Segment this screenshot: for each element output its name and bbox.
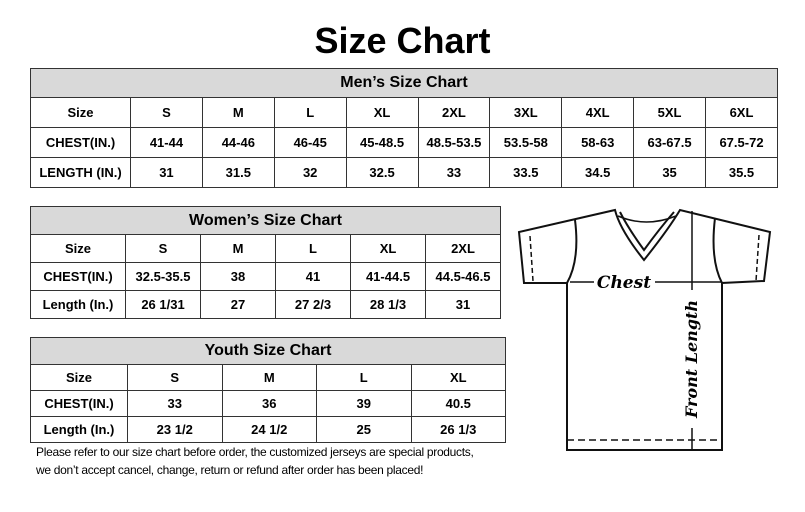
- table-row: LENGTH (IN.) 31 31.5 32 32.5 33 33.5 34.5 35 35.5: [30, 157, 778, 188]
- table-cell: 26 1/3: [410, 416, 506, 443]
- table-cell: 34.5: [561, 157, 635, 188]
- mens-size-table: Men’s Size Chart Size S M L XL 2XL 3XL 4XL 5XL 6XL…: [30, 68, 778, 188]
- table-cell: 38: [200, 262, 276, 291]
- size-header: XL: [345, 97, 419, 128]
- right-sleeve-hem: [755, 234, 760, 282]
- shirt-outline: [517, 208, 772, 451]
- table-cell: 67.5-72: [705, 127, 778, 158]
- size-header: XL: [410, 364, 506, 391]
- row-label: Length (In.): [30, 290, 126, 319]
- size-header: 5XL: [633, 97, 706, 128]
- youth-size-table: Youth Size Chart Size S M L XL CHEST(IN.) 33 36 3…: [30, 337, 506, 443]
- womens-size-table: Women’s Size Chart Size S M L XL 2XL CHEST(IN.)…: [30, 206, 501, 319]
- table-cell: 27 2/3: [275, 290, 351, 319]
- table-cell: 32: [273, 157, 347, 188]
- notice-line-2: we don’t accept cancel, change, return o…: [36, 463, 424, 477]
- front-length-label: Front Length: [682, 300, 701, 419]
- table-cell: 53.5-58: [489, 127, 563, 158]
- size-header: M: [221, 364, 317, 391]
- size-header: 2XL: [425, 234, 501, 263]
- order-notice: Please refer to our size chart before or…: [36, 443, 516, 479]
- size-header: L: [316, 364, 412, 391]
- table-cell: 40.5: [410, 390, 506, 417]
- table-row: Length (In.) 26 1/31 27 27 2/3 28 1/3 31: [30, 290, 501, 319]
- row-label: CHEST(IN.): [30, 390, 128, 417]
- table-row: Length (In.) 23 1/2 24 1/2 25 26 1/3: [30, 416, 506, 443]
- table-cell: 28 1/3: [350, 290, 426, 319]
- left-sleeve-hem: [529, 235, 534, 282]
- row-label: CHEST(IN.): [30, 127, 131, 158]
- table-cell: 25: [316, 416, 412, 443]
- table-title: Women’s Size Chart: [30, 206, 501, 235]
- table-row: CHEST(IN.) 41-44 44-46 46-45 45-48.5 48.5-53.…: [30, 127, 778, 158]
- table-cell: 35: [633, 157, 706, 188]
- row-label: Length (In.): [30, 416, 128, 443]
- size-header: S: [130, 97, 203, 128]
- table-cell: 63-67.5: [633, 127, 706, 158]
- right-sleeve-seam: [712, 217, 723, 284]
- page-title: Size Chart: [314, 20, 491, 61]
- table-cell: 31.5: [201, 157, 275, 188]
- size-header: S: [127, 364, 223, 391]
- row-label: CHEST(IN.): [30, 262, 126, 291]
- size-row: Size S M L XL: [30, 364, 506, 391]
- size-header: M: [201, 97, 275, 128]
- notice-line-1: Please refer to our size chart before or…: [36, 445, 474, 459]
- table-cell: 45-48.5: [345, 127, 419, 158]
- chest-label: Chest: [597, 273, 651, 293]
- table-cell: 31: [130, 157, 203, 188]
- left-sleeve-seam: [566, 219, 578, 284]
- table-cell: 48.5-53.5: [417, 127, 491, 158]
- size-header: 6XL: [705, 97, 778, 128]
- row-label: LENGTH (IN.): [30, 157, 131, 188]
- table-cell: 33: [417, 157, 491, 188]
- size-header: L: [273, 97, 347, 128]
- table-cell: 44-46: [201, 127, 275, 158]
- table-cell: 24 1/2: [221, 416, 317, 443]
- table-cell: 26 1/31: [125, 290, 201, 319]
- table-cell: 33.5: [489, 157, 563, 188]
- table-cell: 46-45: [273, 127, 347, 158]
- table-title: Men’s Size Chart: [30, 68, 778, 98]
- size-header: M: [200, 234, 276, 263]
- table-cell: 36: [221, 390, 317, 417]
- size-header: S: [125, 234, 201, 263]
- table-cell: 31: [425, 290, 501, 319]
- table-row: CHEST(IN.) 33 36 39 40.5: [30, 390, 506, 417]
- collar: [619, 211, 675, 252]
- table-cell: 35.5: [705, 157, 778, 188]
- collar-inner: [617, 215, 677, 223]
